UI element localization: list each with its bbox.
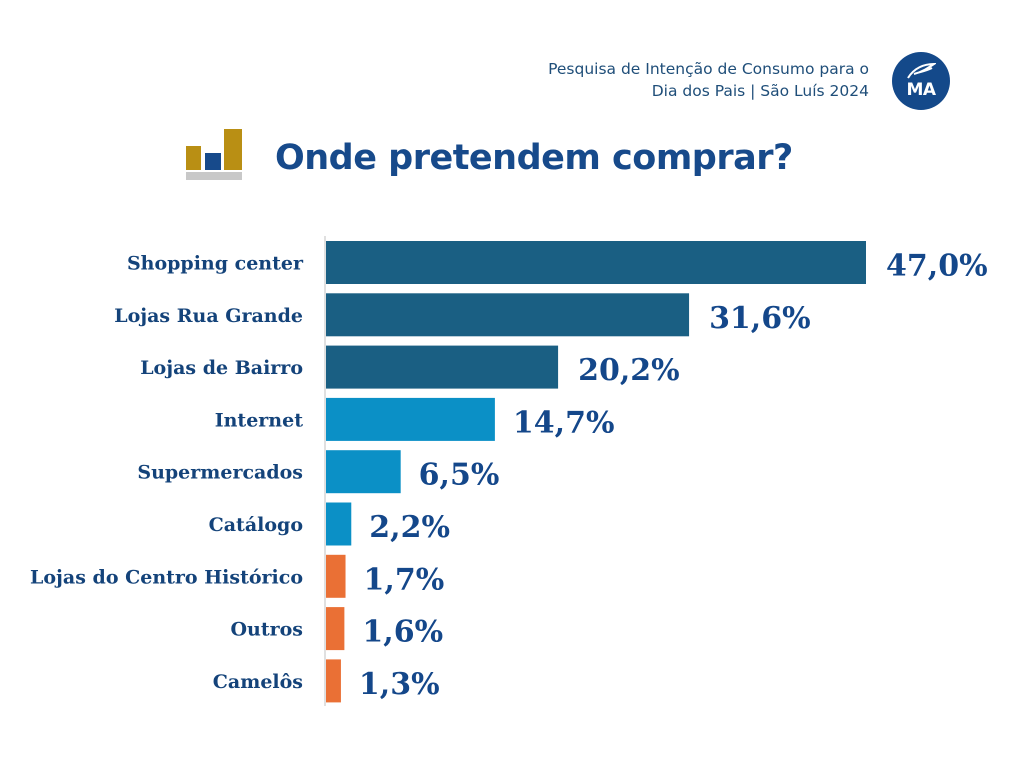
icon-bar-right [224,129,242,170]
bar-3 [326,397,495,441]
value-label-3: 14,7% [513,405,615,440]
value-label-2: 20,2% [578,353,680,388]
value-label-7: 1,6% [362,615,443,650]
bar-8 [326,659,341,703]
value-label-5: 2,2% [369,510,450,545]
category-label-6: Lojas do Centro Histórico [30,566,303,588]
ma-logo: MA [892,52,950,110]
feather-icon [907,62,936,79]
category-label-3: Internet [215,409,303,431]
icon-bar-left [186,146,201,170]
bar-chart-icon [186,129,242,180]
bar-1 [326,293,690,337]
icon-bar-middle [205,153,221,170]
category-label-0: Shopping center [127,253,304,275]
logo-text: MA [906,80,936,100]
category-label-2: Lojas de Bairro [140,357,303,379]
value-label-0: 47,0% [886,249,988,284]
survey-subtitle-line1: Pesquisa de Intenção de Consumo para o [548,60,869,78]
category-label-1: Lojas Rua Grande [114,305,303,327]
category-label-4: Supermercados [137,462,303,484]
bar-7 [326,607,345,651]
survey-subtitle-line2: Dia dos Pais | São Luís 2024 [651,82,869,100]
icon-baseline [186,172,242,180]
bar-6 [326,554,346,598]
bar-5 [326,502,352,546]
value-label-1: 31,6% [709,301,811,336]
category-label-5: Catálogo [209,514,303,536]
bar-0 [326,241,866,284]
value-label-8: 1,3% [359,667,440,702]
survey-subtitle: Pesquisa de Intenção de Consumo para o D… [548,58,869,102]
value-label-6: 1,7% [364,562,445,597]
bar-4 [326,450,401,494]
category-label-8: Camelôs [213,671,303,693]
category-label-7: Outros [230,619,303,641]
bar-2 [326,345,559,389]
chart-title: Onde pretendem comprar? [275,138,793,178]
value-label-4: 6,5% [419,458,500,493]
